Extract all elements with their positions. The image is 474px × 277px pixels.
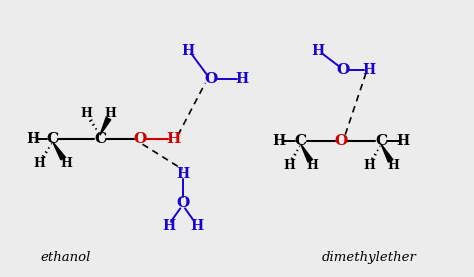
Text: H: H	[81, 107, 92, 120]
Polygon shape	[301, 144, 312, 162]
Text: H: H	[387, 159, 399, 172]
Text: H: H	[162, 219, 175, 234]
Text: H: H	[307, 159, 319, 172]
Text: H: H	[190, 219, 203, 234]
Text: H: H	[181, 43, 194, 58]
Text: H: H	[34, 157, 46, 170]
Text: H: H	[283, 159, 295, 172]
Text: O: O	[134, 132, 147, 145]
Text: H: H	[104, 107, 116, 120]
Text: C: C	[295, 134, 307, 148]
Text: H: H	[235, 72, 248, 86]
Text: O: O	[176, 196, 189, 210]
Text: C: C	[375, 134, 387, 148]
Polygon shape	[100, 117, 111, 135]
Text: dimethylether: dimethylether	[322, 252, 417, 265]
Polygon shape	[53, 142, 65, 160]
Text: ethanol: ethanol	[41, 252, 91, 265]
Text: H: H	[176, 167, 189, 181]
Text: O: O	[337, 63, 350, 77]
Text: O: O	[334, 134, 347, 148]
Text: C: C	[94, 132, 106, 145]
Text: H: H	[312, 43, 325, 58]
Text: C: C	[46, 132, 59, 145]
Text: H: H	[362, 63, 375, 77]
Text: H: H	[272, 134, 285, 148]
Text: H: H	[26, 132, 39, 145]
Text: H: H	[166, 132, 181, 145]
Text: O: O	[204, 72, 218, 86]
Text: H: H	[60, 157, 72, 170]
Text: H: H	[364, 159, 375, 172]
Text: H: H	[397, 134, 410, 148]
Polygon shape	[381, 144, 393, 162]
